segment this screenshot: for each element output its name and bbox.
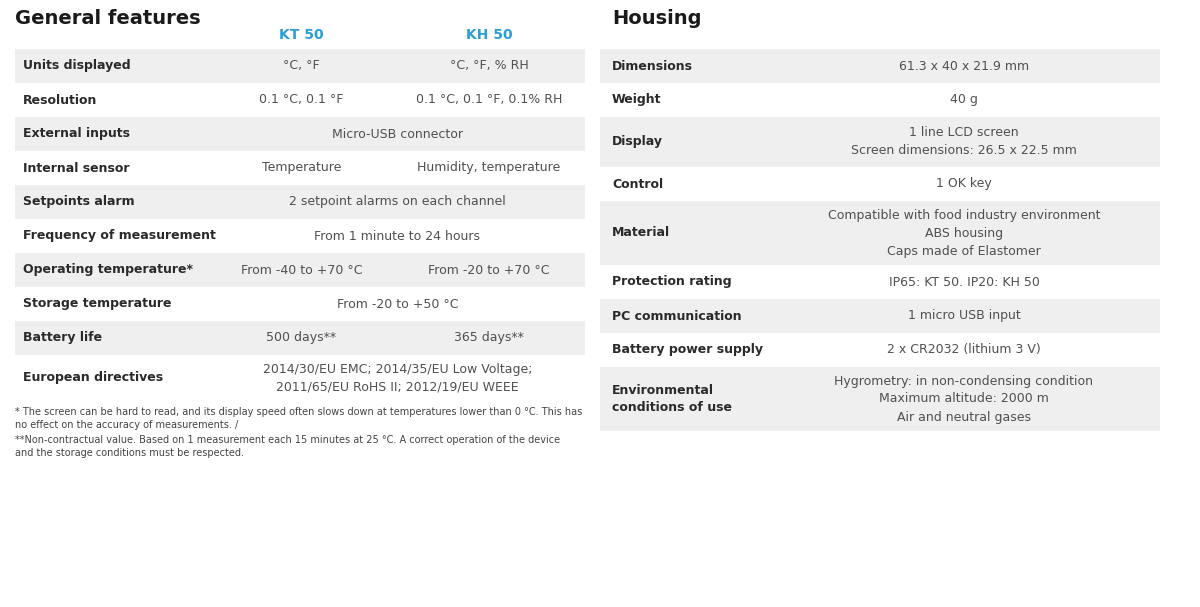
Text: 0.1 °C, 0.1 °F, 0.1% RH: 0.1 °C, 0.1 °F, 0.1% RH bbox=[416, 93, 562, 106]
Text: Battery life: Battery life bbox=[23, 331, 102, 345]
Text: 61.3 x 40 x 21.9 mm: 61.3 x 40 x 21.9 mm bbox=[899, 59, 1030, 72]
Text: KT 50: KT 50 bbox=[280, 28, 324, 42]
Text: 40 g: 40 g bbox=[950, 93, 978, 106]
Text: Internal sensor: Internal sensor bbox=[23, 161, 130, 174]
Text: 1 line LCD screen
Screen dimensions: 26.5 x 22.5 mm: 1 line LCD screen Screen dimensions: 26.… bbox=[851, 126, 1076, 157]
Text: Units displayed: Units displayed bbox=[23, 59, 131, 72]
Text: 365 days**: 365 days** bbox=[454, 331, 524, 345]
Bar bbox=[14, 253, 586, 287]
Text: * The screen can be hard to read, and its display speed often slows down at temp: * The screen can be hard to read, and it… bbox=[14, 407, 582, 430]
Bar bbox=[14, 117, 586, 151]
Bar bbox=[600, 299, 1160, 333]
Text: 500 days**: 500 days** bbox=[266, 331, 336, 345]
Bar bbox=[14, 49, 586, 83]
Text: 1 micro USB input: 1 micro USB input bbox=[907, 310, 1020, 322]
Bar bbox=[600, 117, 1160, 167]
Bar bbox=[14, 151, 586, 185]
Text: Weight: Weight bbox=[612, 93, 661, 106]
Text: Setpoints alarm: Setpoints alarm bbox=[23, 195, 134, 208]
Bar bbox=[14, 287, 586, 321]
Bar bbox=[14, 185, 586, 219]
Text: Material: Material bbox=[612, 226, 670, 240]
Text: Control: Control bbox=[612, 177, 664, 191]
Text: 0.1 °C, 0.1 °F: 0.1 °C, 0.1 °F bbox=[259, 93, 343, 106]
Bar bbox=[600, 367, 1160, 431]
Text: Temperature: Temperature bbox=[262, 161, 341, 174]
Text: °C, °F, % RH: °C, °F, % RH bbox=[450, 59, 528, 72]
Text: Compatible with food industry environment
ABS housing
Caps made of Elastomer: Compatible with food industry environmen… bbox=[828, 208, 1100, 257]
Text: Environmental
conditions of use: Environmental conditions of use bbox=[612, 384, 732, 414]
Text: Micro-USB connector: Micro-USB connector bbox=[332, 127, 463, 140]
Text: IP65: KT 50. IP20: KH 50: IP65: KT 50. IP20: KH 50 bbox=[888, 276, 1039, 288]
Text: Resolution: Resolution bbox=[23, 93, 97, 106]
Text: Frequency of measurement: Frequency of measurement bbox=[23, 229, 216, 243]
Text: PC communication: PC communication bbox=[612, 310, 742, 322]
Bar bbox=[600, 265, 1160, 299]
Text: **Non-contractual value. Based on 1 measurement each 15 minutes at 25 °C. A corr: **Non-contractual value. Based on 1 meas… bbox=[14, 435, 560, 458]
Text: Housing: Housing bbox=[612, 9, 702, 28]
Bar bbox=[600, 333, 1160, 367]
Text: General features: General features bbox=[14, 9, 200, 28]
Text: KH 50: KH 50 bbox=[466, 28, 512, 42]
Text: Operating temperature*: Operating temperature* bbox=[23, 263, 193, 277]
Text: Display: Display bbox=[612, 135, 662, 149]
Text: 2 x CR2032 (lithium 3 V): 2 x CR2032 (lithium 3 V) bbox=[887, 344, 1040, 356]
Text: Humidity, temperature: Humidity, temperature bbox=[418, 161, 560, 174]
Bar bbox=[14, 83, 586, 117]
Text: From -20 to +70 °C: From -20 to +70 °C bbox=[428, 263, 550, 277]
Bar bbox=[600, 83, 1160, 117]
Text: °C, °F: °C, °F bbox=[283, 59, 320, 72]
Text: Battery power supply: Battery power supply bbox=[612, 344, 763, 356]
Text: From -40 to +70 °C: From -40 to +70 °C bbox=[241, 263, 362, 277]
Text: 1 OK key: 1 OK key bbox=[936, 177, 992, 191]
Bar bbox=[600, 167, 1160, 201]
Bar bbox=[600, 201, 1160, 265]
Text: 2014/30/EU EMC; 2014/35/EU Low Voltage;
2011/65/EU RoHS II; 2012/19/EU WEEE: 2014/30/EU EMC; 2014/35/EU Low Voltage; … bbox=[263, 362, 533, 393]
Text: Protection rating: Protection rating bbox=[612, 276, 732, 288]
Text: Storage temperature: Storage temperature bbox=[23, 297, 172, 311]
Bar bbox=[14, 355, 586, 401]
Text: Dimensions: Dimensions bbox=[612, 59, 694, 72]
Text: Hygrometry: in non-condensing condition
Maximum altitude: 2000 m
Air and neutral: Hygrometry: in non-condensing condition … bbox=[834, 375, 1093, 424]
Bar bbox=[14, 219, 586, 253]
Text: From -20 to +50 °C: From -20 to +50 °C bbox=[337, 297, 458, 311]
Text: European directives: European directives bbox=[23, 371, 163, 384]
Bar bbox=[14, 321, 586, 355]
Text: External inputs: External inputs bbox=[23, 127, 130, 140]
Text: From 1 minute to 24 hours: From 1 minute to 24 hours bbox=[314, 229, 480, 243]
Bar bbox=[600, 49, 1160, 83]
Text: 2 setpoint alarms on each channel: 2 setpoint alarms on each channel bbox=[289, 195, 506, 208]
